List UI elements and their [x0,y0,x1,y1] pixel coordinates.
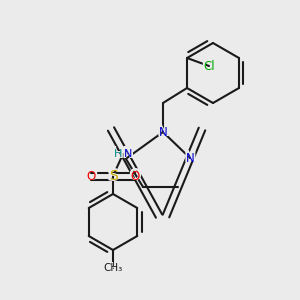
Text: O: O [128,169,142,184]
Text: N: N [186,152,194,164]
Text: N: N [159,125,167,139]
Text: Cl: Cl [201,58,217,74]
Text: H: H [112,146,124,161]
Text: Cl: Cl [203,59,215,73]
Text: N: N [157,124,169,140]
Text: O: O [86,169,96,182]
Text: CH₃: CH₃ [99,261,127,275]
Text: S: S [109,169,117,183]
Text: N: N [184,151,196,166]
Text: S: S [107,167,119,185]
Text: H: H [114,149,122,159]
Text: O: O [85,169,98,184]
Text: O: O [130,169,140,182]
Text: CH₃: CH₃ [103,263,123,273]
Text: N: N [122,146,134,161]
Text: N: N [124,149,132,159]
